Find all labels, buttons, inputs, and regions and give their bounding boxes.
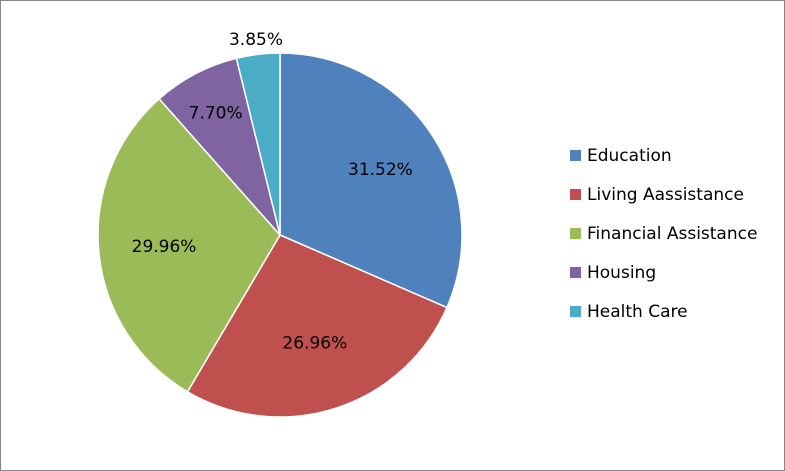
legend-label-health-care: Health Care bbox=[587, 302, 688, 322]
legend-swatch-housing bbox=[570, 267, 581, 278]
legend-swatch-health-care bbox=[570, 306, 581, 317]
legend-label-housing: Housing bbox=[587, 263, 656, 283]
data-label-financial-assistance: 29.96% bbox=[132, 237, 197, 257]
legend-label-education: Education bbox=[587, 146, 672, 166]
pie-slice-living-aassistance bbox=[186, 234, 448, 418]
data-label-housing: 7.70% bbox=[189, 104, 243, 124]
legend-label-financial-assistance: Financial Assistance bbox=[587, 224, 757, 244]
legend: Education Living Aassistance Financial Ass… bbox=[570, 146, 757, 322]
data-label-health-care: 3.85% bbox=[229, 30, 283, 50]
legend-swatch-education bbox=[570, 150, 581, 161]
pie-slices bbox=[97, 52, 463, 418]
data-label-living-aassistance: 26.96% bbox=[282, 333, 347, 353]
pie-data-labels: 31.52% 26.96% 29.96% 7.70% 3.85% bbox=[132, 30, 413, 353]
legend-swatch-living-aassistance bbox=[570, 189, 581, 200]
legend-swatch-financial-assistance bbox=[570, 228, 581, 239]
pie-slice-health-care bbox=[235, 52, 281, 236]
pie-slice-education bbox=[279, 52, 463, 309]
pie-slice-financial-assistance bbox=[97, 97, 281, 393]
legend-label-living-aassistance: Living Aassistance bbox=[587, 185, 744, 205]
data-label-education: 31.52% bbox=[348, 160, 413, 180]
